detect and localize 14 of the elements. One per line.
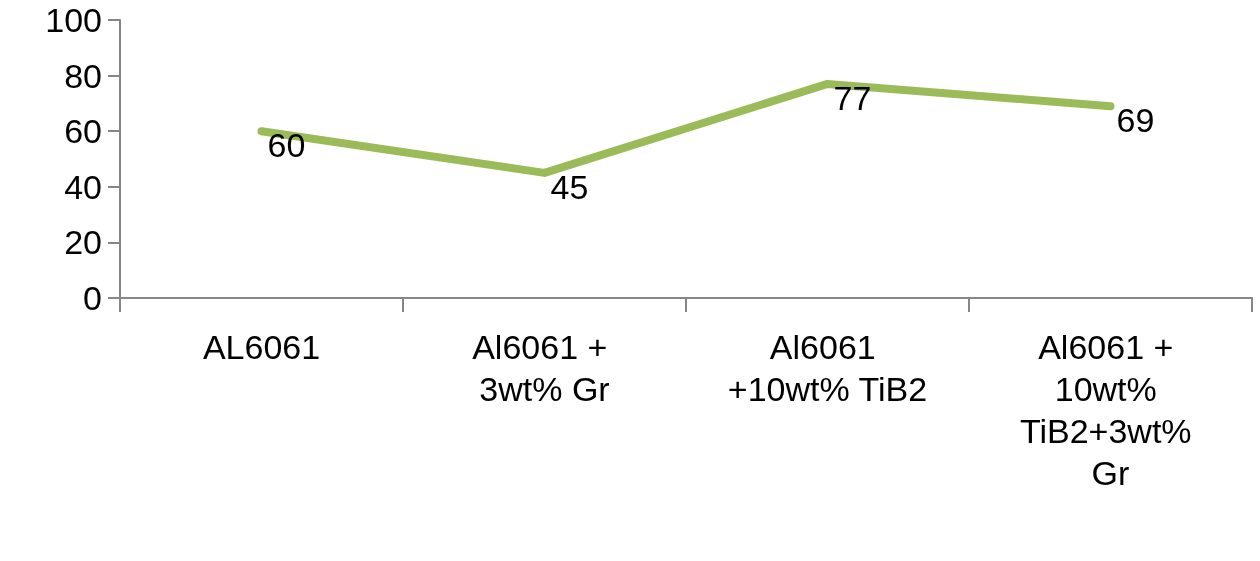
y-tick-label: 80 (64, 56, 102, 95)
y-tick-label: 0 (83, 279, 102, 317)
data-label: 45 (550, 167, 589, 206)
x-tick-label: Al6061 +10wt% TiB2 (727, 328, 928, 408)
data-label: 69 (1116, 101, 1155, 140)
data-label: 77 (833, 78, 872, 117)
y-tick-label: 60 (64, 112, 102, 151)
y-tick-label: 40 (64, 167, 102, 206)
data-label: 60 (267, 126, 306, 165)
y-tick-label: 20 (64, 223, 102, 262)
x-tick-label: Al6061 + 3wt% Gr (472, 328, 617, 408)
x-tick-label: AL6061 (202, 328, 321, 366)
y-tick-label: 100 (45, 1, 102, 39)
x-tick-label: Al6061 + 10wt% TiB2+3wt% Gr (1019, 328, 1202, 492)
